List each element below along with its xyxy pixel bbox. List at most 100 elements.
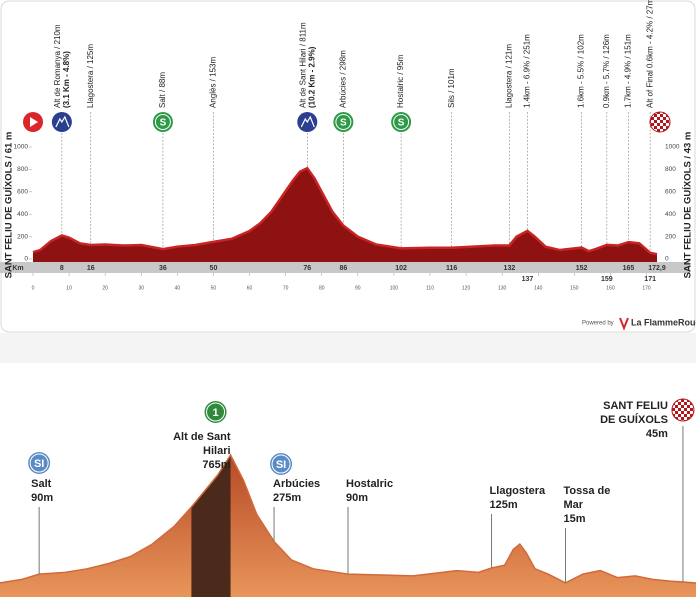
- profile-area: [33, 168, 657, 262]
- km-label: Km: [12, 265, 23, 272]
- waypoint-name: DE GUÍXOLS: [600, 413, 668, 426]
- waypoint-height: 90m: [346, 492, 368, 504]
- waypoint-label: 1.6km - 5.5% / 102m: [577, 34, 586, 108]
- km-mark: 8: [60, 265, 64, 272]
- x-tick-label: 110: [426, 285, 434, 291]
- powered-by: Powered by: [582, 321, 614, 327]
- waypoint-name: Hilari: [203, 445, 231, 457]
- y-tick-label: 600: [665, 189, 676, 196]
- icon-ring: [206, 402, 226, 422]
- bottom-profile: Salt 90m SI Alt de Sant Hilari 765m 1 Arbúcies 2…: [0, 398, 696, 597]
- x-tick-label: 20: [102, 285, 108, 291]
- waypoint-name: Tossa de: [564, 485, 611, 497]
- waypoint-name: Hostalric: [346, 478, 393, 490]
- brand: La FlammeRouge: [631, 317, 696, 327]
- sprint-symbol: S: [340, 118, 347, 129]
- waypoint-label: Alt de Sant Hilari / 811m: [298, 22, 307, 108]
- km-mark: 171: [644, 276, 656, 283]
- start-arrow: [30, 117, 38, 127]
- km-mark: 16: [87, 265, 95, 272]
- profile-area: [0, 454, 696, 597]
- waypoint-detail: (3.1 Km - 4.8%): [62, 51, 71, 108]
- waypoint-name: Llagostera: [490, 485, 547, 497]
- x-tick-label: 170: [642, 285, 651, 291]
- waypoint-label: Llagostera / 125m: [86, 44, 95, 108]
- x-tick-label: 120: [462, 285, 471, 291]
- sprint-ring: [335, 114, 352, 130]
- km-mark: 76: [303, 265, 311, 272]
- separator: [0, 333, 696, 363]
- waypoint-icon: [270, 453, 293, 475]
- climb-highlight: [191, 454, 231, 597]
- y-tick-label: 0: [24, 256, 28, 263]
- sprint-ring: [393, 114, 410, 130]
- waypoint-name: Mar: [564, 499, 584, 511]
- waypoint-height: 90m: [31, 492, 53, 504]
- waypoint-label: Llagostera / 121m: [505, 44, 514, 108]
- y-tick-label: 200: [17, 233, 28, 240]
- finish-icon: [671, 398, 695, 422]
- waypoint-height: 765m: [202, 459, 230, 471]
- km-mark: 172,9: [648, 265, 666, 272]
- waypoint-detail: (10.2 Km - 2.9%): [307, 46, 316, 108]
- km-mark: 36: [159, 265, 167, 272]
- icon-symbol: SI: [34, 458, 44, 470]
- profile-edge: [0, 453, 696, 584]
- waypoint-name: Arbúcies: [273, 478, 320, 490]
- waypoint-height: 15m: [564, 513, 586, 525]
- waypoint-label: Sils / 101m: [447, 68, 456, 108]
- x-tick-label: 160: [606, 285, 615, 291]
- waypoint-label: 0.9km - 5.7% / 126m: [602, 34, 611, 108]
- waypoint-label: Anglès / 153m: [209, 57, 218, 108]
- x-tick-label: 40: [175, 285, 181, 291]
- profile-edge: [32, 166, 658, 256]
- finish-icon: [649, 111, 671, 133]
- km-mark: 102: [395, 265, 407, 272]
- y-tick-label: 800: [665, 166, 676, 173]
- y-tick-label: 1000: [665, 144, 680, 151]
- sprint-symbol: S: [160, 118, 167, 129]
- km-mark: 165: [623, 265, 635, 272]
- x-tick-label: 100: [390, 285, 399, 291]
- waypoint-height: 45m: [646, 428, 668, 440]
- waypoint-icon: [28, 452, 51, 474]
- waypoint-label: 1.7km - 4.9% / 151m: [624, 34, 633, 108]
- waypoint-name: Alt de Sant: [173, 431, 231, 443]
- x-tick-label: 60: [247, 285, 253, 291]
- x-tick-label: 50: [211, 285, 217, 291]
- climb-mountain: [300, 115, 315, 128]
- y-tick-label: 600: [17, 189, 28, 196]
- climb-mountain: [55, 115, 70, 128]
- km-bar: [0, 262, 690, 273]
- start-label: SANT FELIU DE GUÍXOLS / 61 m: [4, 132, 15, 279]
- y-tick-label: 200: [665, 233, 676, 240]
- waypoint-label: Alt de Romanya / 210m: [53, 24, 62, 108]
- x-tick-label: 140: [534, 285, 543, 291]
- waypoint-label: Alt of Final 0.6km - 4.2% / 27m: [645, 0, 654, 108]
- x-tick-label: 10: [66, 285, 72, 291]
- sprint-ring: [154, 114, 171, 130]
- sprint-symbol: S: [398, 118, 405, 129]
- km-mark: 137: [522, 276, 534, 283]
- finish-label: SANT FELIU DE GUÍXOLS / 43 m: [683, 132, 694, 279]
- icon-ring: [271, 454, 291, 474]
- icon-symbol: SI: [276, 459, 286, 471]
- y-tick-label: 0: [665, 256, 669, 263]
- x-tick-label: 70: [283, 285, 289, 291]
- x-tick-label: 150: [570, 285, 579, 291]
- x-tick-label: 130: [498, 285, 507, 291]
- y-tick-label: 1000: [14, 144, 29, 151]
- waypoint-label: Salt / 88m: [158, 72, 167, 108]
- waypoint-name: Salt: [31, 478, 52, 490]
- icon-symbol: 1: [212, 407, 218, 419]
- km-mark: 132: [504, 265, 516, 272]
- brand-logo: [619, 317, 629, 331]
- y-tick-label: 800: [17, 166, 28, 173]
- km-mark: 86: [339, 265, 347, 272]
- waypoint-height: 275m: [273, 492, 301, 504]
- x-tick-label: 90: [355, 285, 361, 291]
- y-tick-label: 400: [665, 211, 676, 218]
